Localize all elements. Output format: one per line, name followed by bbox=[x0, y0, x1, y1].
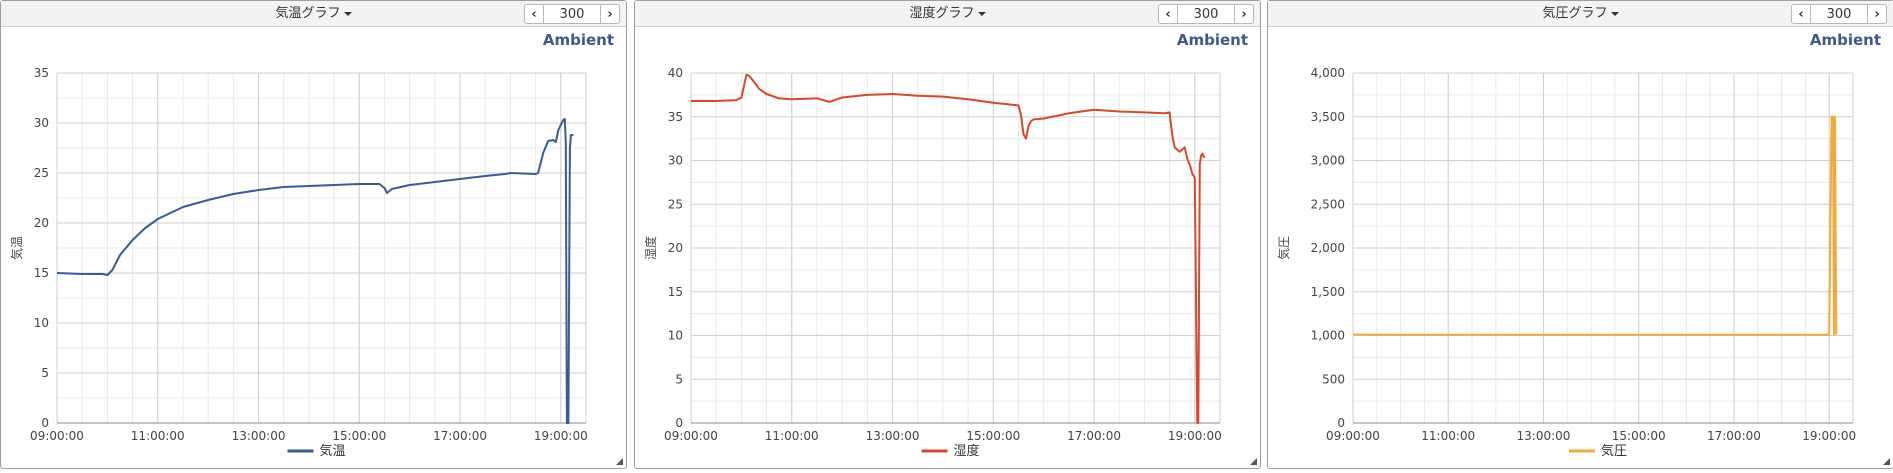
next-button[interactable]: › bbox=[1867, 4, 1887, 24]
caret-down-icon bbox=[977, 11, 986, 16]
range-pager: ‹ › bbox=[1158, 4, 1254, 24]
y-tick-label: 5 bbox=[675, 372, 683, 386]
y-tick-label: 20 bbox=[34, 216, 49, 230]
chart-title: 湿度グラフ bbox=[909, 6, 975, 21]
y-tick-label: 20 bbox=[668, 241, 683, 255]
ambient-logo-text: Ambient bbox=[1177, 31, 1248, 49]
ambient-logo-text: Ambient bbox=[1810, 31, 1881, 49]
y-tick-label: 0 bbox=[1337, 416, 1345, 430]
prev-button[interactable]: ‹ bbox=[524, 4, 544, 24]
caret-down-icon bbox=[343, 11, 352, 16]
x-tick-label: 09:00:00 bbox=[1326, 429, 1380, 443]
x-tick-label: 15:00:00 bbox=[1612, 429, 1666, 443]
ambient-logo-text: Ambient bbox=[543, 31, 614, 49]
chart-title: 気温グラフ bbox=[275, 6, 341, 21]
x-tick-label: 09:00:00 bbox=[30, 429, 84, 443]
x-tick-label: 11:00:00 bbox=[765, 429, 819, 443]
y-tick-label: 1,000 bbox=[1311, 329, 1345, 343]
x-tick-label: 17:00:00 bbox=[1707, 429, 1761, 443]
y-tick-label: 3,000 bbox=[1311, 154, 1345, 168]
chart-title: 気圧グラフ bbox=[1542, 6, 1608, 21]
x-tick-label: 19:00:00 bbox=[1168, 429, 1222, 443]
chevron-left-icon: ‹ bbox=[531, 6, 537, 22]
x-tick-label: 17:00:00 bbox=[433, 429, 487, 443]
y-tick-label: 15 bbox=[668, 285, 683, 299]
chevron-right-icon: › bbox=[1241, 6, 1247, 22]
y-tick-label: 25 bbox=[668, 197, 683, 211]
pressure-chart-panel: 気圧グラフ ‹ › Ambient 0 500 1,000 1,500 2,000 2,50… bbox=[1267, 0, 1893, 469]
chart-title-dropdown[interactable]: 気圧グラフ bbox=[1268, 1, 1893, 26]
resize-grip-icon[interactable] bbox=[1883, 458, 1890, 465]
x-tick-label: 19:00:00 bbox=[1802, 429, 1856, 443]
series-line bbox=[691, 73, 1206, 424]
legend-label: 気温 bbox=[320, 443, 346, 459]
panel-header: 気圧グラフ ‹ › bbox=[1268, 1, 1893, 27]
chevron-right-icon: › bbox=[1874, 6, 1880, 22]
next-button[interactable]: › bbox=[600, 4, 620, 24]
range-input[interactable] bbox=[1178, 4, 1234, 24]
resize-grip-icon[interactable] bbox=[616, 458, 623, 465]
series-line bbox=[56, 118, 574, 424]
range-input[interactable] bbox=[544, 4, 600, 24]
x-tick-label: 15:00:00 bbox=[332, 429, 386, 443]
x-tick-label: 17:00:00 bbox=[1067, 429, 1121, 443]
y-tick-label: 2,500 bbox=[1311, 197, 1345, 211]
y-axis-label: 気温 bbox=[9, 236, 24, 260]
legend-label: 気圧 bbox=[1601, 443, 1627, 459]
x-tick-label: 13:00:00 bbox=[232, 429, 286, 443]
x-tick-label: 13:00:00 bbox=[1517, 429, 1571, 443]
y-tick-label: 10 bbox=[668, 329, 683, 343]
chart-title-dropdown[interactable]: 湿度グラフ bbox=[635, 1, 1260, 26]
caret-down-icon bbox=[1610, 11, 1619, 16]
chevron-left-icon: ‹ bbox=[1798, 6, 1804, 22]
y-tick-label: 30 bbox=[34, 116, 49, 130]
y-tick-label: 0 bbox=[41, 416, 49, 430]
y-tick-label: 15 bbox=[34, 266, 49, 280]
y-tick-label: 2,000 bbox=[1311, 241, 1345, 255]
x-tick-label: 09:00:00 bbox=[664, 429, 718, 443]
x-tick-label: 11:00:00 bbox=[1421, 429, 1475, 443]
y-tick-label: 40 bbox=[668, 66, 683, 80]
humidity-chart: Ambient 0 5 10 15 20 25 30 35 40 09:00:00 11:00:00 1… bbox=[643, 31, 1248, 459]
x-tick-label: 13:00:00 bbox=[866, 429, 920, 443]
prev-button[interactable]: ‹ bbox=[1791, 4, 1811, 24]
temperature-chart: Ambient 0 5 10 15 20 25 30 35 09:00:00 11:00:00 13:… bbox=[9, 31, 614, 459]
range-pager: ‹ › bbox=[1791, 4, 1887, 24]
y-tick-label: 1,500 bbox=[1311, 285, 1345, 299]
y-axis-label: 湿度 bbox=[643, 236, 658, 260]
x-tick-label: 19:00:00 bbox=[534, 429, 588, 443]
range-input[interactable] bbox=[1811, 4, 1867, 24]
y-tick-label: 35 bbox=[34, 66, 49, 80]
prev-button[interactable]: ‹ bbox=[1158, 4, 1178, 24]
y-tick-label: 25 bbox=[34, 166, 49, 180]
y-tick-label: 3,500 bbox=[1311, 110, 1345, 124]
pressure-chart: Ambient 0 500 1,000 1,500 2,000 2,500 3,000 3,50… bbox=[1276, 31, 1881, 459]
chevron-left-icon: ‹ bbox=[1165, 6, 1171, 22]
series-line bbox=[1352, 115, 1838, 336]
humidity-chart-panel: 湿度グラフ ‹ › Ambient 0 5 10 15 20 25 30 35 40 09:00:0… bbox=[634, 0, 1261, 469]
temperature-chart-panel: 気温グラフ ‹ › Ambient 0 5 10 15 20 25 30 35 09:00:00 1… bbox=[0, 0, 627, 469]
panel-header: 湿度グラフ ‹ › bbox=[635, 1, 1260, 27]
range-pager: ‹ › bbox=[524, 4, 620, 24]
y-tick-label: 4,000 bbox=[1311, 66, 1345, 80]
resize-grip-icon[interactable] bbox=[1250, 458, 1257, 465]
y-axis-label: 気圧 bbox=[1276, 236, 1291, 260]
y-tick-label: 35 bbox=[668, 110, 683, 124]
chevron-right-icon: › bbox=[607, 6, 613, 22]
chart-title-dropdown[interactable]: 気温グラフ bbox=[1, 1, 626, 26]
y-tick-label: 10 bbox=[34, 316, 49, 330]
y-tick-label: 5 bbox=[41, 366, 49, 380]
legend-label: 湿度 bbox=[954, 443, 980, 459]
x-tick-label: 11:00:00 bbox=[131, 429, 185, 443]
next-button[interactable]: › bbox=[1234, 4, 1254, 24]
panel-header: 気温グラフ ‹ › bbox=[1, 1, 626, 27]
y-tick-label: 0 bbox=[675, 416, 683, 430]
y-tick-label: 500 bbox=[1322, 372, 1345, 386]
x-tick-label: 15:00:00 bbox=[966, 429, 1020, 443]
y-tick-label: 30 bbox=[668, 154, 683, 168]
